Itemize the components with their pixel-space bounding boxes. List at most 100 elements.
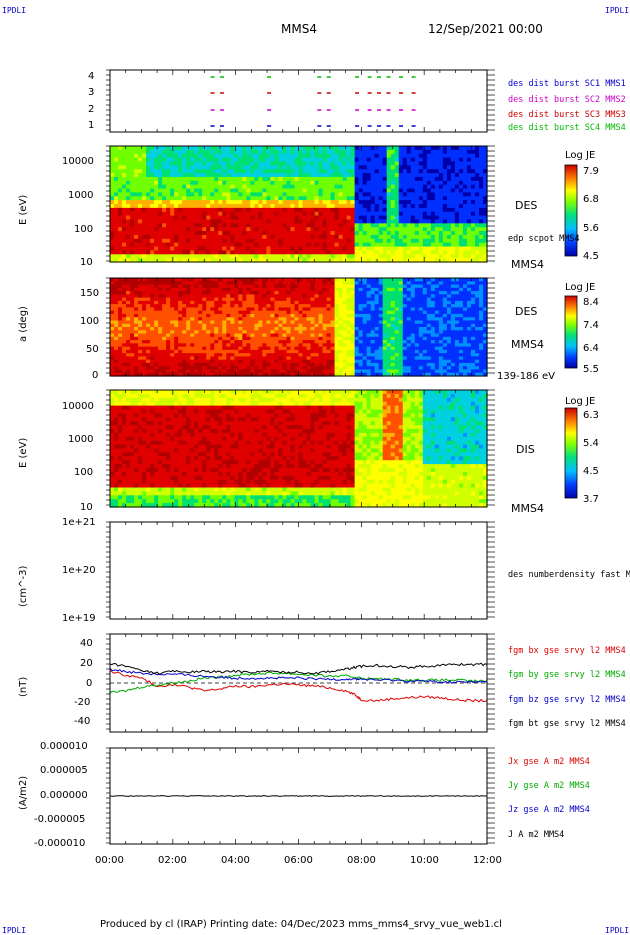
heat-cell	[354, 188, 360, 193]
heat-cell	[406, 227, 412, 232]
heat-cell	[182, 161, 187, 166]
heat-cell	[258, 346, 263, 351]
heat-cell	[286, 207, 292, 213]
heat-cell	[238, 165, 243, 170]
heat-cell	[286, 323, 292, 328]
heat-cell	[258, 369, 263, 374]
heat-cell	[334, 356, 340, 361]
heat-cell	[130, 323, 135, 328]
heat-cell	[210, 246, 215, 251]
heat-cell	[474, 173, 480, 178]
heat-cell	[402, 215, 408, 221]
heat-cell	[470, 207, 476, 213]
heat-cell	[158, 310, 163, 315]
heat-cell	[354, 234, 360, 240]
heat-cell	[298, 372, 304, 377]
heat-cell	[254, 188, 259, 193]
heat-cell	[282, 176, 288, 182]
heat-cell	[234, 362, 239, 367]
heat-cell	[114, 310, 119, 315]
heat-cell	[122, 169, 127, 174]
heat-cell	[142, 196, 147, 201]
heat-cell	[250, 234, 255, 240]
heat-cell	[430, 188, 436, 193]
heat-cell	[290, 310, 296, 315]
heat-cell	[122, 343, 127, 348]
heat-cell	[154, 180, 159, 186]
heat-cell	[346, 157, 352, 163]
heat-cell	[338, 366, 344, 371]
heat-cell	[142, 304, 147, 308]
heat-cell	[298, 176, 304, 182]
heat-cell	[174, 146, 179, 151]
heat-cell	[294, 223, 300, 228]
heat-cell	[402, 173, 408, 178]
heat-cell	[390, 196, 396, 201]
heat-cell	[294, 176, 300, 182]
heat-cell	[358, 294, 364, 299]
heat-cell	[362, 362, 368, 367]
heat-cell	[454, 250, 460, 255]
heat-cell	[198, 294, 203, 299]
heat-cell	[366, 238, 372, 244]
heat-cell	[330, 366, 336, 371]
heat-cell	[462, 169, 468, 174]
heat-cell	[434, 184, 440, 190]
heat-cell	[370, 176, 376, 182]
heat-cell	[238, 188, 243, 193]
heat-cell	[162, 211, 167, 217]
heat-cell	[238, 330, 243, 335]
heat-cell	[286, 258, 292, 263]
heat-cell	[322, 207, 328, 213]
heat-cell	[278, 349, 284, 354]
heat-cell	[386, 291, 392, 295]
heat-cell	[454, 242, 460, 248]
heat-cell	[118, 330, 123, 335]
heat-cell	[310, 317, 316, 322]
heat-cell	[302, 366, 308, 371]
heat-cell	[166, 323, 171, 328]
heat-cell	[170, 219, 175, 224]
heat-cell	[314, 200, 320, 205]
heat-cell	[122, 242, 127, 248]
heat-cell	[310, 304, 316, 308]
heat-cell	[286, 180, 292, 186]
heat-cell	[206, 207, 211, 213]
heat-cell	[118, 153, 123, 159]
heat-cell	[250, 211, 255, 217]
heat-cell	[350, 227, 356, 232]
heat-cell	[170, 188, 175, 193]
heat-cell	[314, 336, 320, 341]
heat-cell	[330, 176, 336, 182]
heat-cell	[314, 330, 320, 335]
heat-cell	[342, 207, 348, 213]
heat-cell	[114, 343, 119, 348]
heat-cell	[454, 149, 460, 155]
heat-cell	[142, 333, 147, 338]
heat-cell	[434, 169, 440, 174]
heat-cell	[174, 287, 179, 292]
heat-cell	[154, 323, 159, 328]
heat-cell	[354, 180, 360, 186]
heat-cell	[210, 157, 215, 163]
heat-cell	[110, 207, 115, 213]
heat-cell	[286, 333, 292, 338]
heat-cell	[262, 291, 268, 295]
heat-cell	[214, 223, 219, 228]
heat-cell	[294, 165, 300, 170]
heat-cell	[386, 192, 392, 197]
heat-cell	[162, 313, 167, 318]
heat-cell	[266, 223, 272, 228]
heat-cell	[298, 317, 304, 322]
heat-cell	[262, 281, 268, 286]
heat-cell	[238, 346, 243, 351]
heat-cell	[190, 330, 195, 335]
heat-cell	[250, 349, 255, 354]
heat-cell	[310, 149, 316, 155]
heat-cell	[474, 215, 480, 221]
heat-cell	[370, 353, 376, 357]
heat-cell	[130, 254, 135, 259]
heat-cell	[362, 227, 368, 232]
heat-cell	[190, 320, 195, 325]
heat-cell	[198, 336, 203, 341]
